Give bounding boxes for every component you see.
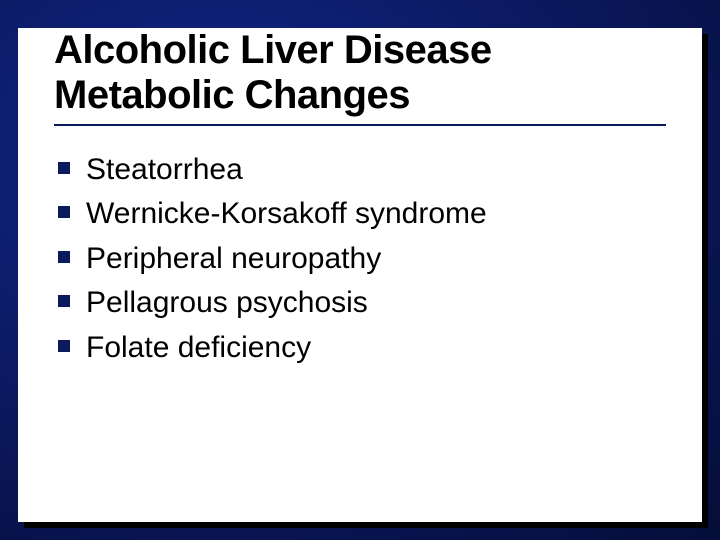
- slide-title: Alcoholic Liver Disease Metabolic Change…: [54, 28, 666, 118]
- square-bullet-icon: [58, 251, 70, 263]
- slide: Alcoholic Liver Disease Metabolic Change…: [0, 0, 720, 540]
- bullet-text: Peripheral neuropathy: [86, 239, 666, 280]
- bullet-item: Peripheral neuropathy: [58, 239, 666, 280]
- bullet-text: Folate deficiency: [86, 328, 666, 369]
- square-bullet-icon: [58, 295, 70, 307]
- bullet-text: Wernicke-Korsakoff syndrome: [86, 194, 666, 235]
- bullet-list: SteatorrheaWernicke-Korsakoff syndromePe…: [54, 150, 666, 369]
- square-bullet-icon: [58, 162, 70, 174]
- bullet-text: Steatorrhea: [86, 150, 666, 191]
- content-box: Alcoholic Liver Disease Metabolic Change…: [18, 28, 702, 522]
- bullet-item: Steatorrhea: [58, 150, 666, 191]
- bullet-text: Pellagrous psychosis: [86, 283, 666, 324]
- square-bullet-icon: [58, 206, 70, 218]
- bullet-item: Wernicke-Korsakoff syndrome: [58, 194, 666, 235]
- title-line-2: Metabolic Changes: [54, 73, 410, 117]
- title-underline: [54, 124, 666, 126]
- square-bullet-icon: [58, 340, 70, 352]
- title-line-1: Alcoholic Liver Disease: [54, 28, 492, 72]
- bullet-item: Folate deficiency: [58, 328, 666, 369]
- bullet-item: Pellagrous psychosis: [58, 283, 666, 324]
